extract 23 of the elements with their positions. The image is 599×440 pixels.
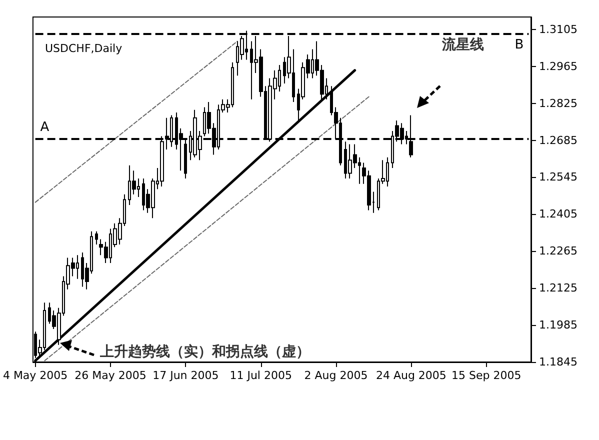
y-tick-label: 1.3105 bbox=[539, 22, 578, 36]
x-tick-label: 2 Aug 2005 bbox=[304, 369, 368, 382]
x-tick-label: 11 Jul 2005 bbox=[230, 369, 292, 382]
x-tick-label: 17 Jun 2005 bbox=[152, 369, 219, 382]
y-tick-label: 1.2405 bbox=[539, 208, 578, 221]
y-tick-label: 1.2125 bbox=[539, 282, 578, 295]
x-tick-label: 26 May 2005 bbox=[74, 369, 146, 382]
candlestick bbox=[95, 230, 98, 246]
y-tick-label: 1.1985 bbox=[539, 318, 578, 332]
y-tick-label: 1.2685 bbox=[539, 134, 578, 147]
y-tick-label: 1.2825 bbox=[539, 96, 578, 110]
x-tick-label: 4 May 2005 bbox=[2, 369, 68, 382]
y-tick-label: 1.1845 bbox=[539, 356, 578, 368]
text: USDCHF,Daily bbox=[45, 42, 123, 55]
annotation: 流星线 bbox=[441, 36, 484, 53]
annotation: 上升趋势线（实）和拐点线（虚） bbox=[99, 343, 310, 360]
x-tick-label: 15 Sep 2005 bbox=[452, 369, 522, 382]
ref-line-label: A bbox=[40, 120, 50, 135]
y-tick-label: 1.2545 bbox=[539, 170, 578, 184]
ref-line-label: B bbox=[514, 37, 524, 52]
y-tick-label: 1.2265 bbox=[539, 244, 578, 258]
x-tick-label: 24 Aug 2005 bbox=[376, 369, 446, 382]
y-tick-label: 1.2965 bbox=[539, 60, 578, 73]
